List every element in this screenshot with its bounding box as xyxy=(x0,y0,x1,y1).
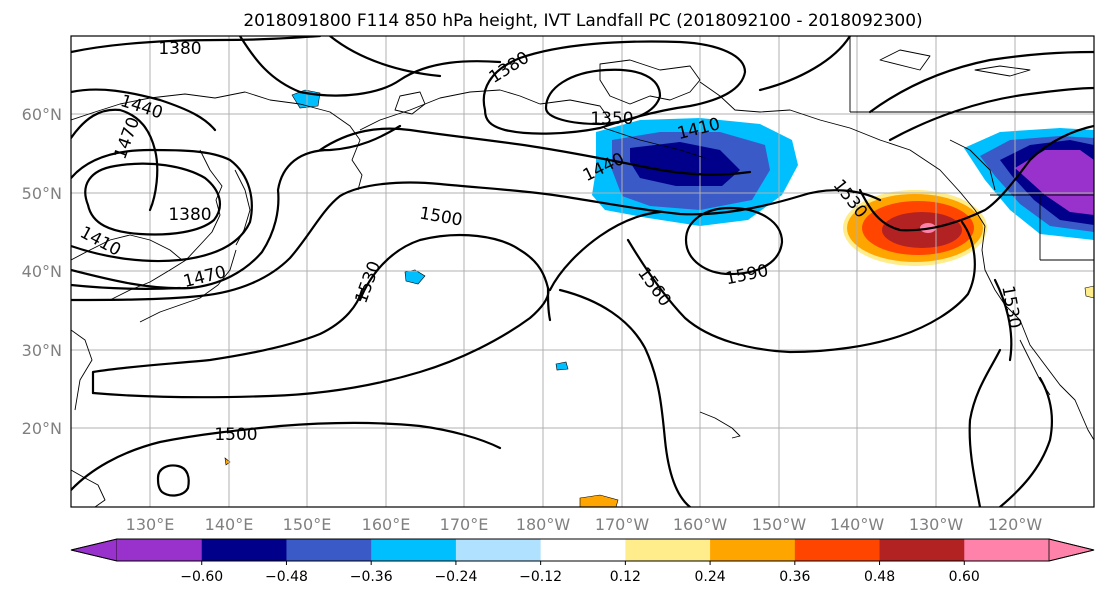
colorbar-segment xyxy=(117,539,203,561)
colorbar-tick-label: −0.24 xyxy=(434,569,477,585)
colorbar-extend-low xyxy=(70,538,118,562)
contour-label: 1380 xyxy=(168,205,211,225)
colorbar-tick-label: 0.24 xyxy=(695,569,726,585)
lon-label: 120°W xyxy=(988,515,1043,534)
colorbar: −0.60 −0.48 −0.36 −0.24 −0.12 0.12 0.24 0.36 0.4… xyxy=(70,538,1095,585)
map-panel: 1380 1440 1470 1380 1410 1470 1380 1350 … xyxy=(71,36,1094,507)
colorbar-segment xyxy=(710,539,796,561)
contour-label: 1380 xyxy=(158,39,201,59)
latitude-labels: 60°N 50°N 40°N 30°N 20°N xyxy=(22,105,62,438)
ivt-negative-anomaly-pacific xyxy=(592,118,798,226)
colorbar-tick-label: 0.12 xyxy=(610,569,641,585)
lon-label: 150°E xyxy=(283,515,332,534)
colorbar-segment xyxy=(625,539,711,561)
lon-label: 160°E xyxy=(362,515,411,534)
colorbar-tick-label: −0.60 xyxy=(180,569,223,585)
map-title: 2018091800 F114 850 hPa height, IVT Land… xyxy=(243,11,922,31)
colorbar-tick-label: 0.60 xyxy=(949,569,980,585)
colorbar-tick-label: 0.36 xyxy=(779,569,810,585)
lon-label: 170°W xyxy=(595,515,650,534)
lon-label: 170°E xyxy=(440,515,489,534)
colorbar-segment xyxy=(964,539,1050,561)
lon-label: 140°E xyxy=(205,515,254,534)
contour-label: 1350 xyxy=(590,109,633,129)
lon-label: 150°W xyxy=(752,515,807,534)
lon-label: 180°W xyxy=(516,515,571,534)
lat-label: 30°N xyxy=(22,341,62,360)
colorbar-segment xyxy=(371,539,457,561)
height-contours xyxy=(71,36,1094,507)
colorbar-segment xyxy=(201,539,287,561)
lon-label: 130°W xyxy=(909,515,964,534)
colorbar-frame xyxy=(70,538,1095,562)
colorbar-extend-high xyxy=(1048,538,1095,562)
colorbar-tick-label: −0.48 xyxy=(265,569,308,585)
graticule xyxy=(71,36,1094,507)
ivt-negative-anomaly-canada xyxy=(964,128,1094,240)
coastlines xyxy=(71,36,1094,507)
lon-label: 140°W xyxy=(830,515,885,534)
colorbar-tick-label: −0.12 xyxy=(519,569,562,585)
colorbar-segment xyxy=(879,539,965,561)
lat-label: 50°N xyxy=(22,184,62,203)
longitude-labels: 130°E 140°E 150°E 160°E 170°E 180°W 170°… xyxy=(126,515,1043,534)
lat-label: 20°N xyxy=(22,419,62,438)
lon-label: 130°E xyxy=(126,515,175,534)
lat-label: 60°N xyxy=(22,105,62,124)
lon-label: 160°W xyxy=(673,515,728,534)
colorbar-tick-label: −0.36 xyxy=(350,569,393,585)
ivt-positive-anomaly xyxy=(843,190,987,266)
colorbar-segment xyxy=(794,539,881,561)
colorbar-segment xyxy=(540,539,626,561)
contour-label: 1500 xyxy=(214,425,257,445)
colorbar-segment xyxy=(455,539,542,561)
colorbar-segment xyxy=(286,539,372,561)
map-frame xyxy=(70,35,1095,508)
lat-label: 40°N xyxy=(22,262,62,281)
colorbar-tick-label: 0.48 xyxy=(864,569,895,585)
